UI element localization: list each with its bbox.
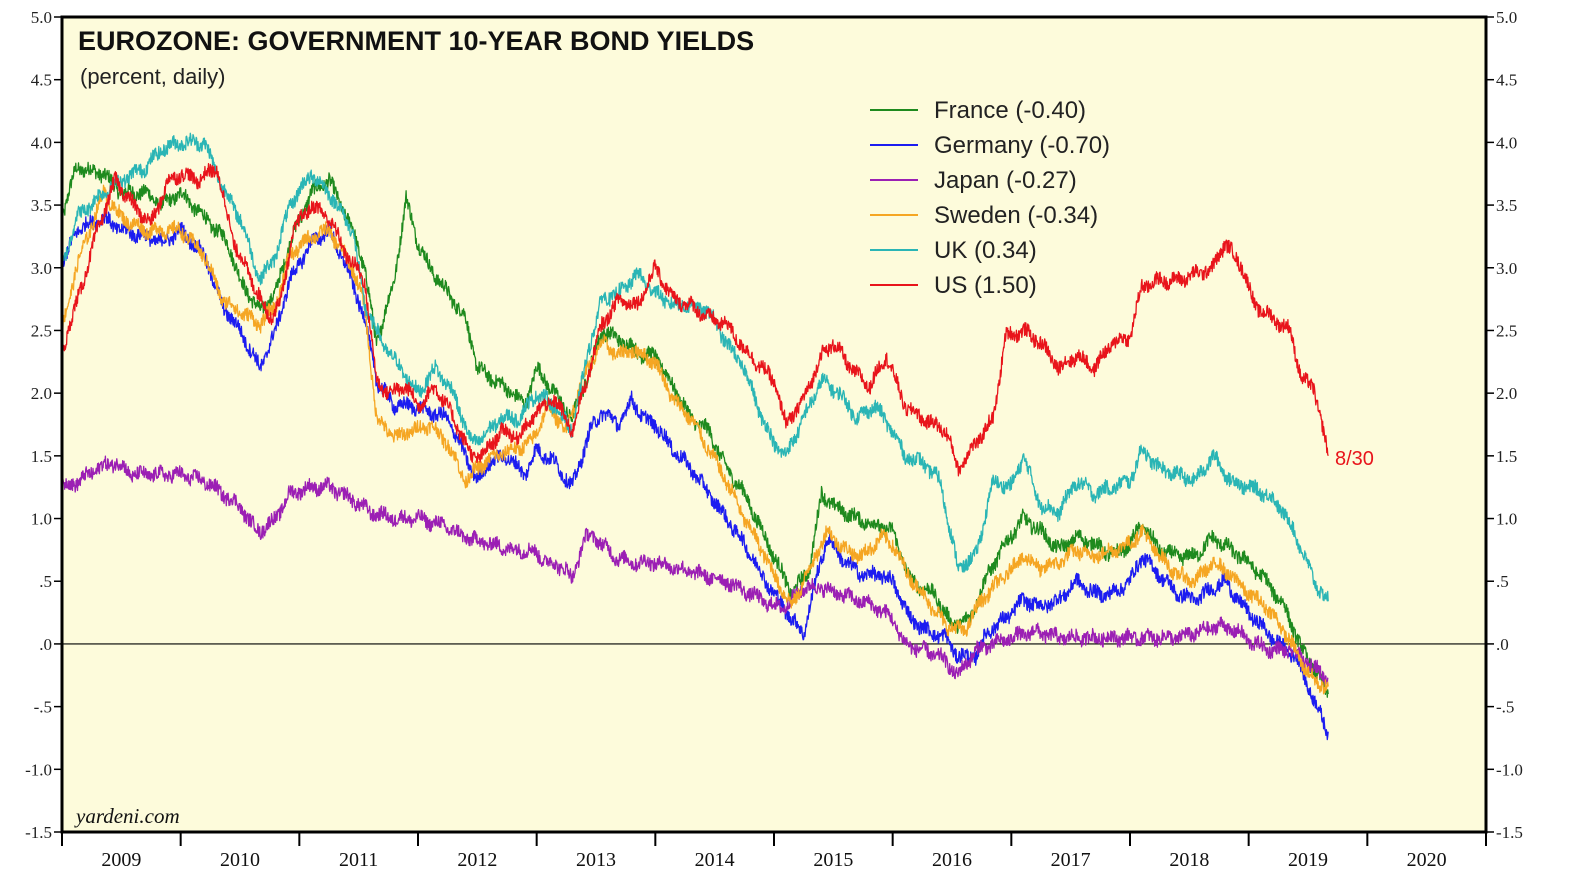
- legend-label: Sweden (-0.34): [934, 202, 1098, 229]
- x-tick-label: 2012: [457, 849, 497, 871]
- x-tick-label: 2013: [576, 849, 616, 871]
- x-tick-label: 2017: [1051, 849, 1091, 871]
- x-tick-label: 2016: [932, 849, 972, 871]
- y-tick-label-right: -1.5: [1496, 823, 1523, 842]
- y-tick-label-left: -.5: [34, 698, 52, 717]
- y-tick-label-left: -1.0: [25, 760, 52, 779]
- y-tick-label-right: .5: [1496, 572, 1509, 591]
- plot-border: [60, 15, 1488, 834]
- y-tick-label-left: -1.5: [25, 823, 52, 842]
- legend: France (-0.40) Germany (-0.70) Japan (-0.2…: [870, 97, 1110, 299]
- y-tick-label-left: 1.5: [31, 447, 52, 466]
- y-tick-label-left: 1.0: [31, 510, 52, 529]
- series-lines: [61, 132, 1329, 741]
- legend-label: US (1.50): [934, 272, 1037, 299]
- y-tick-label-left: 3.5: [31, 196, 52, 215]
- y-tick-label-right: -.5: [1496, 698, 1514, 717]
- y-tick-label-left: 2.5: [31, 321, 52, 340]
- y-tick-label-left: 4.0: [31, 133, 52, 152]
- legend-label: Japan (-0.27): [934, 167, 1077, 194]
- x-tick-label: 2018: [1169, 849, 1209, 871]
- y-tick-label-left: .5: [39, 572, 52, 591]
- legend-label: Germany (-0.70): [934, 132, 1110, 159]
- y-tick-label-right: .0: [1496, 635, 1509, 654]
- x-tick-label: 2019: [1288, 849, 1328, 871]
- x-tick-label: 2014: [695, 849, 735, 871]
- y-tick-label-left: 5.0: [31, 8, 52, 27]
- legend-label: France (-0.40): [934, 97, 1086, 124]
- axes: 5.0 5.0 4.5 4.5 4.0 4.0 3.5 3.5 3.0 3.0 2.5 2.5 2.0 2…: [25, 8, 1523, 871]
- y-tick-label-right: 1.0: [1496, 510, 1517, 529]
- y-tick-label-right: 4.0: [1496, 133, 1517, 152]
- x-tick-label: 2020: [1407, 849, 1447, 871]
- y-tick-label-right: 3.5: [1496, 196, 1517, 215]
- chart-title: EUROZONE: GOVERNMENT 10-YEAR BOND YIELDS: [78, 26, 754, 56]
- x-tick-label: 2009: [101, 849, 141, 871]
- x-tick-label: 2015: [813, 849, 853, 871]
- series-line: [61, 184, 1329, 695]
- y-tick-label-left: 2.0: [31, 384, 52, 403]
- y-tick-label-left: 4.5: [31, 71, 52, 90]
- series-line: [61, 161, 1329, 698]
- chart-subtitle: (percent, daily): [80, 64, 226, 89]
- x-tick-label: 2010: [220, 849, 260, 871]
- y-tick-label-right: 2.0: [1496, 384, 1517, 403]
- plot-area: [62, 17, 1486, 832]
- series-line: [61, 210, 1329, 741]
- legend-label: UK (0.34): [934, 237, 1037, 264]
- series-line: [61, 455, 1329, 686]
- source-label: yardeni.com: [74, 804, 180, 828]
- y-tick-label-right: -1.0: [1496, 760, 1523, 779]
- annotation-label: 8/30: [1335, 448, 1374, 470]
- y-tick-label-left: .0: [39, 635, 52, 654]
- y-tick-label-right: 2.5: [1496, 321, 1517, 340]
- y-tick-label-right: 1.5: [1496, 447, 1517, 466]
- y-tick-label-left: 3.0: [31, 259, 52, 278]
- y-tick-label-right: 4.5: [1496, 71, 1517, 90]
- y-tick-label-right: 3.0: [1496, 259, 1517, 278]
- series-line: [61, 163, 1329, 477]
- y-tick-label-right: 5.0: [1496, 8, 1517, 27]
- x-tick-label: 2011: [339, 849, 378, 871]
